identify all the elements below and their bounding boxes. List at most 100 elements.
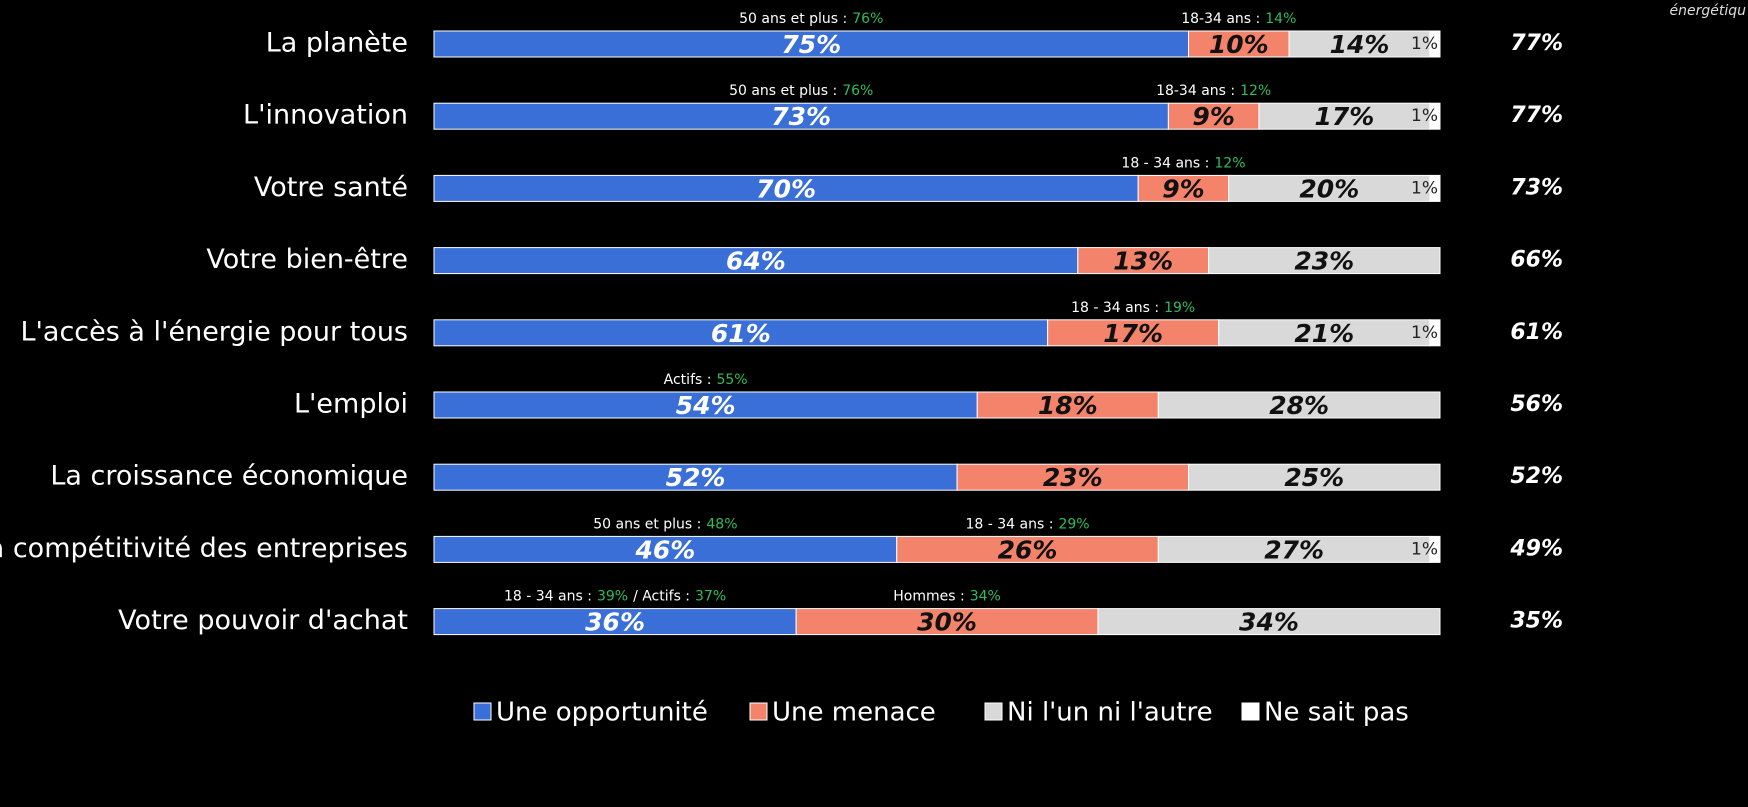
annotation-label: 50 ans et plus : [739,11,847,27]
bar-segment [1429,30,1441,58]
data-label: 64% [726,247,786,276]
annotation: 18 - 34 ans : 19% [1071,300,1195,316]
annotation-label: 18 - 34 ans : [504,589,592,605]
category-label: La planète [266,28,408,59]
data-label: 23% [1043,463,1103,492]
data-label: 17% [1103,319,1163,348]
bar-segment [1258,102,1431,130]
annotation: 18-34 ans : 12% [1156,83,1271,99]
total-label: 66% [1510,248,1563,273]
annotation-value: 48% [706,516,737,532]
category-label: L'emploi [294,389,408,420]
legend-swatch [1241,702,1260,721]
bar-segment [433,30,1189,58]
annotation-value: 19% [1164,300,1195,316]
annotation-value: 76% [852,11,883,27]
total-label: 52% [1510,464,1563,489]
bar-segment [1188,30,1290,58]
legend-label: Ni l'un ni l'autre [1007,698,1213,728]
data-label: 10% [1209,30,1269,59]
data-label: 75% [781,30,841,59]
annotation-label: / Actifs : [633,589,690,605]
data-label: 1% [1411,539,1438,559]
bar-segment [433,319,1049,347]
data-label: 28% [1269,391,1329,420]
bar-segment [976,391,1159,419]
bar-segment [433,174,1139,202]
bar-segment [1047,319,1220,347]
category-label: La compétitivité des entreprises [0,533,408,564]
category-label: Votre pouvoir d'achat [118,605,408,636]
annotation: Actifs :55% [664,372,748,388]
category-label: L'innovation [243,100,408,131]
total-label: 73% [1510,175,1563,200]
bar-segment [1137,174,1230,202]
annotation-label: 18 - 34 ans : [1121,155,1209,171]
annotation-label: Hommes : [893,589,964,605]
bar-segment [795,608,1099,636]
legend-swatch [749,702,768,721]
annotation-value: 14% [1265,11,1296,27]
annotation-value: 12% [1240,83,1271,99]
total-label: 77% [1510,103,1563,128]
data-label: 61% [711,319,771,348]
annotation-label: 18 - 34 ans : [1071,300,1159,316]
annotation-label: 18 - 34 ans : [966,516,1054,532]
bar-segment [1157,391,1441,419]
data-label: 1% [1411,34,1438,54]
data-label: 21% [1294,319,1354,348]
bar-segment [1429,319,1441,347]
data-label: 34% [1239,608,1299,637]
annotation-value: 39% [597,589,628,605]
data-label: 1% [1411,178,1438,198]
bar-segment [1188,463,1441,491]
data-label: 36% [585,608,645,637]
bar-segment [1429,102,1441,130]
annotation: 50 ans et plus : 76% [729,83,873,99]
data-label: 73% [771,102,831,131]
annotation-value: 55% [716,372,747,388]
annotation-label: Actifs : [664,372,712,388]
data-label: 14% [1330,30,1390,59]
total-label: 49% [1509,536,1563,561]
bar-segment [433,102,1169,130]
legend-label: Ne sait pas [1264,698,1409,728]
annotation-label: 18-34 ans : [1156,83,1235,99]
annotation-label: 50 ans et plus : [729,83,837,99]
annotation-value: 37% [695,589,726,605]
data-label: 9% [1192,102,1234,131]
total-label: 56% [1510,392,1563,417]
bar-segment [433,463,958,491]
bar-segment [1097,608,1441,636]
annotation-value: 29% [1058,516,1089,532]
data-label: 54% [676,391,736,420]
legend-label: Une menace [772,698,936,728]
data-label: 25% [1284,463,1344,492]
annotation: Hommes : 34% [893,589,1001,605]
annotation: 18 - 34 ans : 39% / Actifs : 37% [504,589,726,605]
data-label: 1% [1411,323,1438,343]
legend-swatch [473,702,492,721]
data-label: 30% [917,608,977,637]
data-label: 1% [1411,106,1438,126]
bar-segment [1228,174,1431,202]
total-label: 35% [1510,609,1563,634]
category-label: La croissance économique [50,461,408,492]
data-label: 20% [1299,174,1359,203]
annotation-value: 34% [970,589,1001,605]
annotation: 18-34 ans : 14% [1181,11,1296,27]
totals-title: énergétiqu [1670,3,1747,19]
data-label: 26% [998,535,1058,564]
data-label: 9% [1162,174,1204,203]
data-label: 52% [666,463,726,492]
bar-segment [1218,319,1431,347]
annotation-label: 18-34 ans : [1181,11,1260,27]
bar-segment [1288,30,1431,58]
category-label: Votre santé [254,172,408,203]
bar-segment [1167,102,1260,130]
annotation: 18 - 34 ans :29% [966,516,1090,532]
legend-label: Une opportunité [496,698,708,728]
bar-segment [1429,174,1441,202]
